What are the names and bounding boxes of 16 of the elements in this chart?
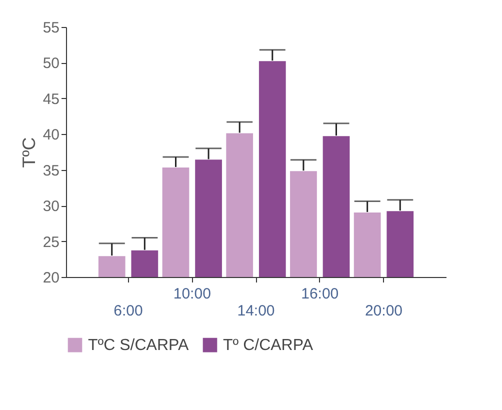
y-tick-label: 35 bbox=[42, 162, 60, 180]
y-axis-title: TºC bbox=[18, 137, 39, 168]
y-tick-label: 40 bbox=[42, 126, 60, 144]
legend-label: TºC S/CARPA bbox=[88, 337, 189, 354]
x-tick-label: 10:00 bbox=[173, 286, 211, 302]
legend-label: Tº C/CARPA bbox=[223, 337, 314, 354]
y-tick-label: 55 bbox=[42, 20, 60, 36]
x-tick-label: 14:00 bbox=[237, 302, 275, 320]
y-tick-label: 20 bbox=[42, 270, 60, 286]
x-tick-label: 20:00 bbox=[364, 302, 403, 320]
y-tick-label: 25 bbox=[42, 234, 60, 251]
y-tick-label: 45 bbox=[42, 90, 60, 108]
y-tick-label: 30 bbox=[42, 198, 60, 216]
x-tick-label: 16:00 bbox=[301, 286, 339, 302]
y-tick-label: 50 bbox=[42, 55, 60, 72]
x-tick-label: 6:00 bbox=[114, 302, 143, 320]
